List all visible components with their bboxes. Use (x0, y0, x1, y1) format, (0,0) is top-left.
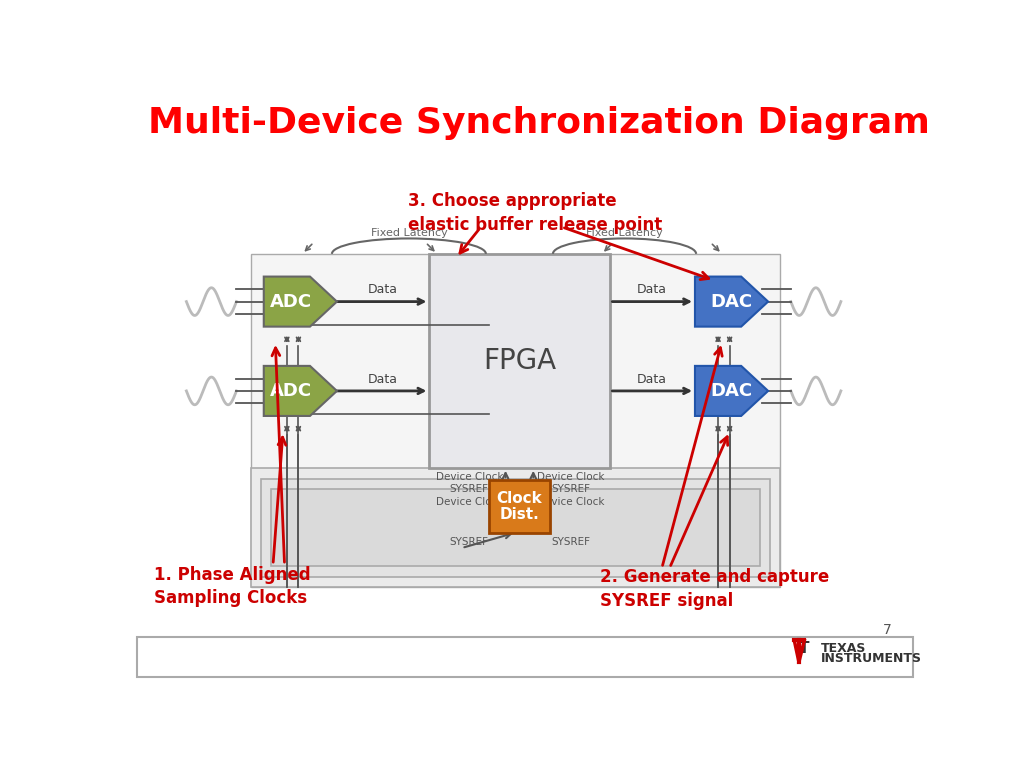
Text: 2. Generate and capture
SYSREF signal: 2. Generate and capture SYSREF signal (600, 568, 829, 610)
Text: Data: Data (368, 372, 398, 386)
Bar (261, 478, 770, 578)
Text: 1. Phase Aligned
Sampling Clocks: 1. Phase Aligned Sampling Clocks (154, 566, 310, 607)
Text: 7: 7 (883, 624, 891, 637)
Text: Dist.: Dist. (500, 507, 540, 521)
Polygon shape (264, 366, 337, 416)
Text: Device Clock: Device Clock (435, 497, 503, 507)
Text: Fixed Latency: Fixed Latency (586, 228, 663, 238)
Text: DAC: DAC (711, 382, 753, 400)
Polygon shape (695, 366, 768, 416)
Text: ADC: ADC (269, 382, 311, 400)
Bar (488, 480, 550, 532)
Text: Clock: Clock (497, 492, 543, 506)
Text: Data: Data (637, 372, 668, 386)
Bar (252, 254, 779, 588)
Text: SYSREF: SYSREF (450, 485, 488, 495)
Text: Data: Data (368, 283, 398, 296)
Polygon shape (264, 276, 337, 326)
Text: Device Clock: Device Clock (538, 472, 605, 482)
Text: DAC: DAC (711, 293, 753, 310)
Bar (271, 488, 760, 566)
Bar (137, 637, 912, 677)
Text: ADC: ADC (269, 293, 311, 310)
Text: SYSREF: SYSREF (450, 537, 488, 547)
Text: TEXAS: TEXAS (821, 641, 866, 654)
Bar (252, 468, 779, 588)
Text: INSTRUMENTS: INSTRUMENTS (821, 652, 923, 665)
Text: Data: Data (637, 283, 668, 296)
Text: Device Clock: Device Clock (538, 497, 605, 507)
Text: FPGA: FPGA (483, 347, 556, 375)
Text: SYSREF: SYSREF (552, 485, 591, 495)
Text: Device Clock: Device Clock (435, 472, 503, 482)
Text: Fixed Latency: Fixed Latency (371, 228, 447, 238)
Polygon shape (695, 276, 768, 326)
Text: 3. Choose appropriate
elastic buffer release point: 3. Choose appropriate elastic buffer rel… (408, 192, 662, 234)
Text: SYSREF: SYSREF (552, 537, 591, 547)
Text: T: T (799, 641, 810, 656)
Text: Multi-Device Synchronization Diagram: Multi-Device Synchronization Diagram (147, 106, 930, 140)
Bar (429, 254, 609, 468)
